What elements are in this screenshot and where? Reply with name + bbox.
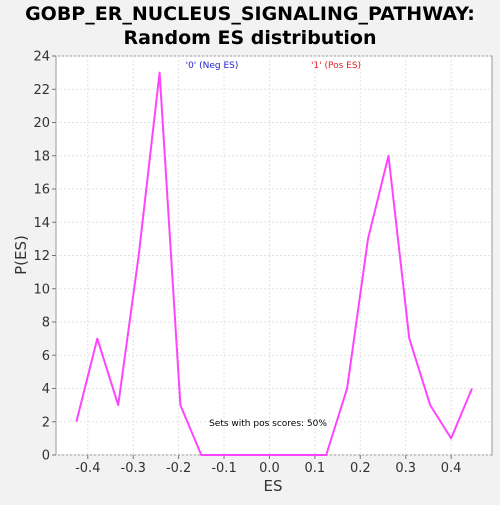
pos-scores-annotation: Sets with pos scores: 50% <box>209 419 327 429</box>
y-tick-label: 8 <box>42 316 50 331</box>
x-tick-label: 0.1 <box>305 461 326 476</box>
y-tick-label: 2 <box>42 415 50 430</box>
y-axis-title: P(ES) <box>12 235 30 275</box>
legend-pos-es: '1' (Pos ES) <box>311 61 361 71</box>
es-distribution-line <box>75 71 473 456</box>
y-tick-label: 12 <box>33 249 50 264</box>
x-axis-title: ES <box>264 477 283 495</box>
x-tick-label: -0.4 <box>75 461 100 476</box>
x-tick-label: 0.4 <box>441 461 462 476</box>
x-tick-label: 0.0 <box>259 461 280 476</box>
x-tick-label: -0.2 <box>166 461 191 476</box>
y-tick-label: 18 <box>33 149 50 164</box>
y-tick-label: 24 <box>33 50 50 65</box>
y-tick-label: 14 <box>33 216 50 231</box>
legend-neg-es: '0' (Neg ES) <box>186 61 239 71</box>
y-tick-label: 16 <box>33 183 50 198</box>
y-tick-label: 4 <box>42 382 50 397</box>
y-tick-label: 20 <box>33 116 50 131</box>
y-tick-label: 6 <box>42 349 50 364</box>
series-layer <box>75 71 473 456</box>
chart-title-line2: Random ES distribution <box>123 27 376 49</box>
x-tick-label: 0.3 <box>395 461 416 476</box>
x-tick-label: -0.3 <box>121 461 146 476</box>
x-tick-label: 0.2 <box>350 461 371 476</box>
y-tick-label: 0 <box>42 449 50 464</box>
x-tick-label: -0.1 <box>211 461 236 476</box>
y-tick-label: 10 <box>33 282 50 297</box>
chart-title-line1: GOBP_ER_NUCLEUS_SIGNALING_PATHWAY: <box>25 3 475 25</box>
y-tick-label: 22 <box>33 83 50 98</box>
